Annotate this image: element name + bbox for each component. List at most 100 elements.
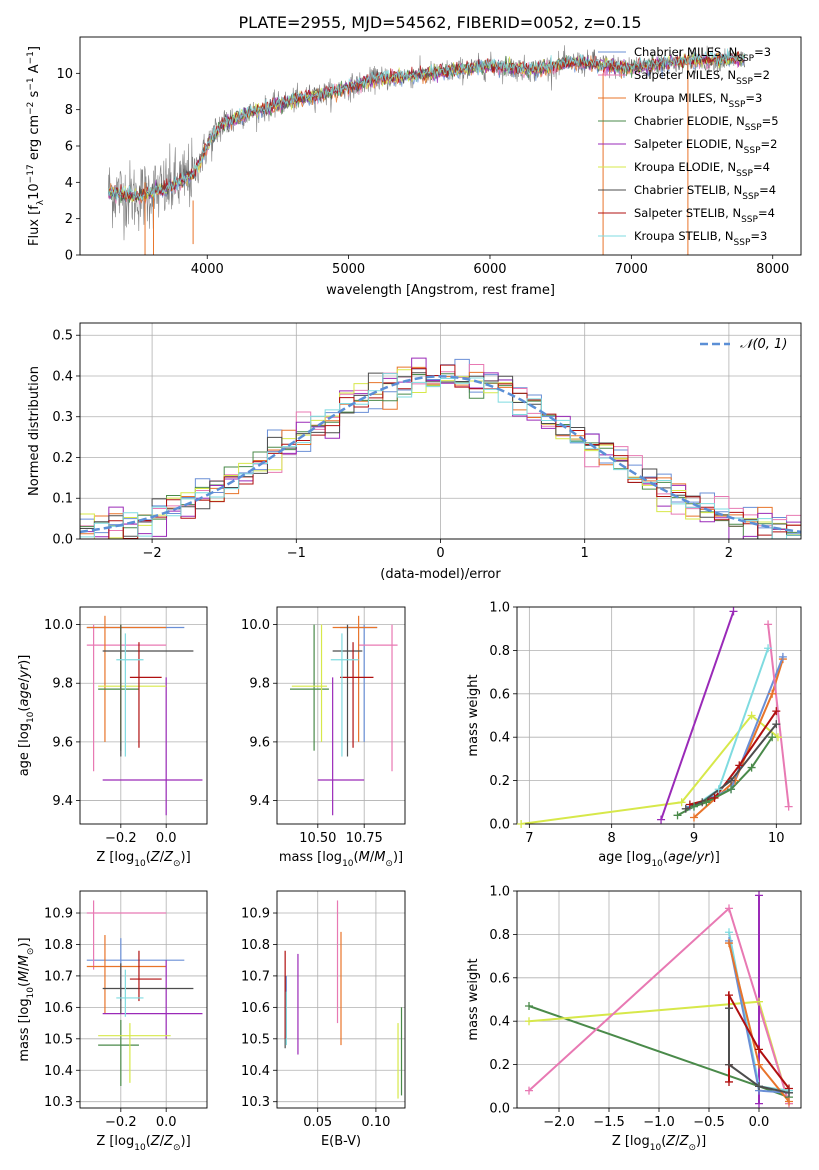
weight-point [689, 802, 698, 811]
weight-point [755, 997, 763, 1006]
massweight-vs-age-xlabel-part: )] [710, 850, 720, 865]
weight-line [677, 736, 774, 817]
weight-point [764, 644, 773, 653]
mass-vs-z-ylabel: mass [log10(M/M⊙)] [17, 937, 36, 1061]
age-vs-mass-xlabel-part: M [359, 850, 370, 865]
y-tick-label: 0.8 [489, 644, 510, 659]
legend-label-part: SSP [745, 123, 762, 133]
massweight-vs-age-xlabel-part: age [log [598, 850, 651, 865]
massweight-vs-age-xlabel-part: age [668, 850, 692, 865]
y-tick-label: 0.0 [489, 818, 510, 833]
residuals-xlabel: (data-model)/error [380, 567, 501, 582]
y-tick-label: 1.0 [489, 885, 510, 900]
legend-label-part: SSP [736, 77, 753, 87]
weight-point [525, 1002, 533, 1011]
legend-label-part: =4 [759, 183, 776, 197]
spectrum-ylabel-part: λ [36, 199, 46, 205]
histogram-step [80, 373, 801, 539]
age-vs-z-xlabel-part: / [160, 850, 165, 865]
legend-label: Kroupa MILES, NSSP=3 [634, 91, 762, 110]
y-tick-label: 10.4 [44, 1064, 73, 1079]
massweight-vs-age-xlabel: age [log10(age/yr)] [598, 850, 720, 869]
spectrum-model-line [107, 49, 745, 203]
massweight-vs-z-xlabel-part: Z [679, 1134, 690, 1149]
x-tick-label: 10.50 [299, 831, 336, 846]
y-tick-label: 0.6 [489, 687, 510, 702]
weight-point [755, 1082, 763, 1091]
legend-label-part: SSP [734, 238, 751, 248]
massweight-vs-age-xlabel-part: 10 [651, 859, 663, 869]
age-vs-z-ylabel-part: / [17, 677, 32, 682]
y-tick-label: 10.0 [44, 618, 73, 633]
y-tick-label: 0.0 [52, 533, 73, 548]
weight-point [517, 820, 526, 828]
massweight-vs-age-xlabel-part: / [692, 850, 697, 865]
mass-vs-z-ylabel-part: 10 [26, 987, 36, 999]
weight-point [525, 1017, 533, 1026]
axes-frame [79, 606, 208, 825]
y-tick-label: 10 [56, 67, 73, 82]
spectrum-ylabel-part: −1 [26, 51, 36, 64]
y-tick-label: 0.6 [489, 971, 510, 986]
y-tick-label: 9.8 [52, 677, 73, 692]
y-tick-label: 6 [65, 140, 73, 155]
legend-label-part: SSP [744, 146, 761, 156]
y-tick-label: 9.4 [52, 794, 73, 809]
y-tick-label: 10.3 [44, 1095, 73, 1110]
y-tick-label: 0.5 [52, 329, 73, 344]
massweight-vs-z-xlabel-part: / [675, 1134, 680, 1149]
age-vs-mass-xlabel-part: 10 [342, 859, 354, 869]
weight-point [784, 802, 793, 811]
y-tick-label: 1.0 [489, 601, 510, 616]
legend-label: Kroupa STELIB, NSSP=3 [634, 229, 767, 248]
spectrum-ylabel-part: A [27, 64, 42, 77]
spectrum-ylabel-part: −17 [26, 164, 36, 183]
weight-point [525, 1086, 533, 1095]
mass-vs-z-xlabel-part: ( [146, 1134, 151, 1149]
legend-label-part: SSP [737, 54, 754, 64]
y-tick-label: 2 [65, 212, 73, 227]
mass-vs-z-xlabel-part: 10 [134, 1143, 146, 1153]
x-tick-label: 0.05 [303, 1115, 332, 1130]
plot-area [86, 900, 203, 1086]
mass-vs-z-ylabel-part: ⊙ [26, 948, 36, 956]
x-tick-label: −1 [287, 546, 306, 561]
weight-point [657, 815, 666, 824]
legend-label: Salpeter MILES, NSSP=2 [634, 68, 770, 87]
age-vs-z-ylabel-part: )] [17, 655, 32, 665]
legend-label: Chabrier MILES, NSSP=3 [634, 45, 771, 64]
massweight-vs-z-xlabel-part: Z [665, 1134, 676, 1149]
mass-vs-ebv-xlabel: E(B-V) [321, 1134, 361, 1149]
x-tick-label: −2.0 [543, 1115, 575, 1130]
age-vs-z-ylabel-part: 10 [26, 711, 36, 723]
spectrum-ylabel-part: erg cm [27, 115, 42, 164]
legend-label-part: =3 [745, 91, 762, 105]
spectrum-model-line [107, 51, 745, 202]
weight-point [778, 652, 787, 661]
plot-area [289, 615, 398, 816]
legend-label-part: Salpeter ELODIE, N [634, 137, 744, 151]
x-tick-label: 2 [725, 546, 733, 561]
massweight-vs-z-xlabel-part: ( [661, 1134, 666, 1149]
legend-label: Kroupa ELODIE, NSSP=4 [634, 160, 770, 179]
age-vs-mass-xlabel-part: ( [354, 850, 359, 865]
spectrum-ylabel-part: −1 [26, 77, 36, 90]
weight-line [767, 624, 790, 807]
spectrum-ylabel: Flux [fλ10−17 erg cm−2 s−1 A−1] [26, 46, 46, 246]
y-tick-label: 0.4 [489, 1015, 510, 1030]
age-vs-z-ylabel: age [log10(age/yr)] [17, 655, 36, 777]
spectrum-ylabel-part: s [27, 90, 42, 101]
age-vs-z-ylabel-part: ( [17, 707, 32, 712]
weight-line [728, 1008, 790, 1094]
y-tick-label: 0.4 [52, 369, 73, 384]
axes-frame [516, 606, 802, 825]
legend-label-part: Chabrier STELIB, N [634, 183, 742, 197]
massweight-vs-z-xlabel-part: 10 [650, 1143, 662, 1153]
spectrum-ylabel-part: −2 [26, 102, 36, 115]
legend-label-part: =4 [758, 206, 775, 220]
weight-point [714, 785, 723, 794]
y-tick-label: 0.4 [489, 731, 510, 746]
spectrum-ylabel-part: 10 [27, 183, 42, 200]
x-tick-label: 4000 [191, 262, 224, 277]
